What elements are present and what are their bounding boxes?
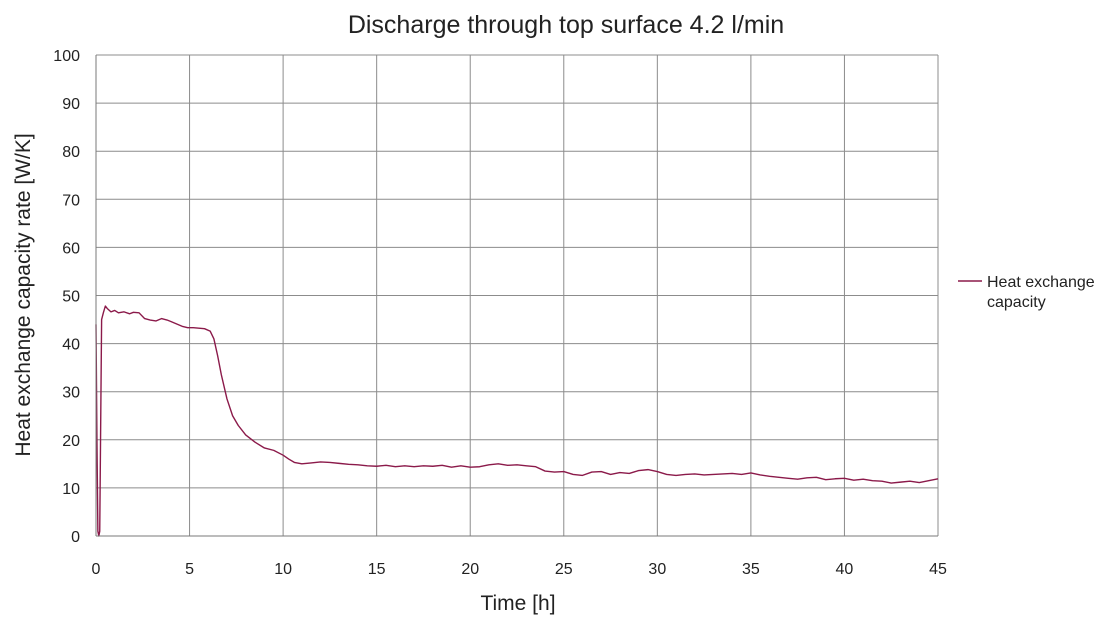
x-tick-label: 45 [929,561,947,578]
x-tick-label: 35 [742,561,760,578]
chart-title: Discharge through top surface 4.2 l/min [348,11,784,39]
x-tick-label: 25 [555,561,573,578]
legend-label: Heat exchange capacity [987,274,1095,311]
x-tick-label: 10 [274,561,292,578]
x-tick-label: 5 [185,561,194,578]
series-layer [95,305,939,537]
y-tick-label: 20 [62,433,80,450]
x-axis-label: Time [h] [480,592,555,615]
x-tick-label: 30 [648,561,666,578]
x-tick-label: 15 [368,561,386,578]
axes [95,55,938,537]
x-tick-labels: 0 5 10 15 20 25 30 35 40 45 [92,561,947,578]
y-tick-label: 40 [62,337,80,354]
y-tick-label: 100 [53,48,80,65]
y-tick-labels: 0 10 20 30 40 50 60 70 80 90 100 [53,48,80,546]
y-tick-label: 10 [62,481,80,498]
y-tick-label: 70 [62,192,80,209]
y-axis-label: Heat exchange capacity rate [W/K] [12,133,35,456]
legend: Heat exchange capacity [958,274,1095,311]
y-tick-label: 80 [62,144,80,161]
y-tick-label: 0 [71,529,80,546]
y-tick-label: 30 [62,385,80,402]
y-tick-label: 90 [62,96,80,113]
gridlines [96,54,939,536]
x-tick-label: 40 [836,561,854,578]
x-tick-label: 0 [92,561,101,578]
x-tick-label: 20 [461,561,479,578]
y-tick-label: 60 [62,240,80,257]
series-line [95,305,939,537]
y-tick-label: 50 [62,289,80,306]
